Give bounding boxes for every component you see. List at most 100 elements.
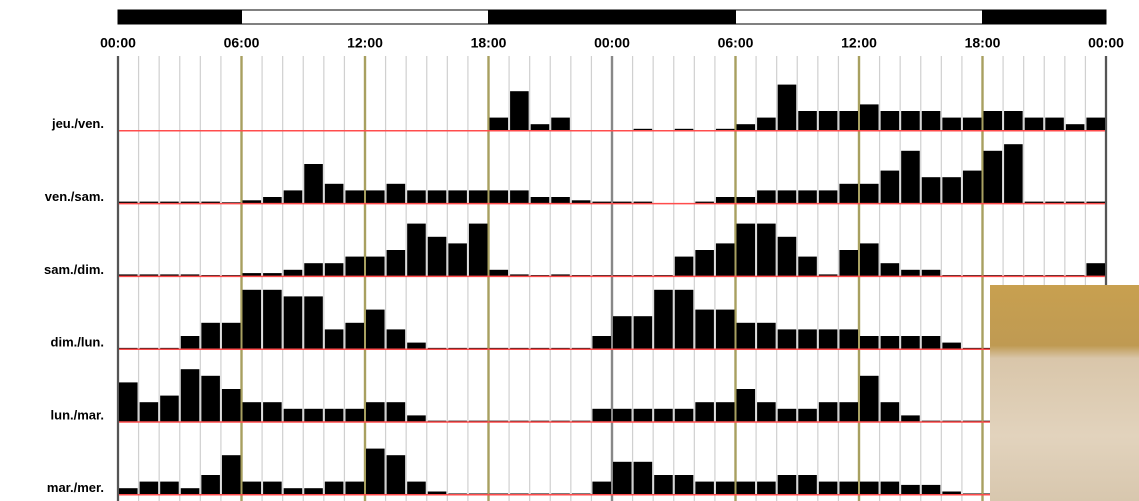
activity-bar — [427, 190, 447, 204]
activity-bar — [283, 408, 303, 422]
activity-bar — [119, 382, 138, 422]
activity-bar — [263, 481, 282, 495]
light-phase — [117, 9, 242, 25]
activity-bar — [901, 415, 920, 422]
activity-bar — [757, 481, 776, 495]
x-tick-label: 12:00 — [841, 35, 877, 51]
activity-bar — [736, 389, 756, 422]
activity-bar — [530, 124, 550, 131]
activity-bar — [695, 481, 714, 495]
activity-bar — [448, 243, 467, 277]
activity-bar — [304, 408, 323, 422]
activity-bar — [530, 197, 550, 204]
activity-bar — [839, 183, 858, 204]
activity-bar — [818, 329, 838, 350]
light-phase — [982, 9, 1107, 25]
row-label: dim./lun. — [51, 335, 104, 350]
light-phase — [241, 9, 489, 25]
activity-bar — [510, 190, 529, 204]
activity-bar — [715, 128, 735, 131]
activity-bar — [324, 263, 344, 277]
activity-bar — [798, 111, 817, 131]
activity-bar — [880, 111, 900, 131]
activity-bar — [1004, 144, 1023, 204]
activity-bar — [674, 289, 694, 350]
activity-bar — [695, 201, 714, 204]
activity-bar — [654, 289, 673, 350]
activity-bar — [736, 124, 756, 131]
activity-bar — [1065, 124, 1085, 131]
activity-bar — [757, 117, 776, 131]
activity-bar — [119, 201, 138, 204]
activity-bar — [1086, 117, 1105, 131]
activity-bar — [654, 475, 673, 495]
activity-bar — [633, 128, 653, 131]
activity-bar — [695, 402, 714, 422]
activity-bar — [283, 269, 303, 277]
activity-bar — [921, 336, 941, 350]
activity-bar — [839, 402, 858, 422]
activity-bar — [283, 190, 303, 204]
activity-bar — [654, 408, 673, 422]
x-tick-label: 00:00 — [1088, 35, 1124, 51]
activity-bar — [839, 250, 858, 277]
activity-bar — [839, 329, 858, 350]
row-label: jeu./ven. — [51, 116, 104, 131]
activity-bar — [427, 236, 447, 277]
row-label: lun./mar. — [51, 407, 104, 422]
x-tick-label: 00:00 — [594, 35, 630, 51]
activity-bar — [798, 329, 817, 350]
activity-bar — [901, 269, 920, 277]
activity-bar — [860, 375, 879, 422]
activity-bar — [386, 183, 406, 204]
activity-bar — [263, 289, 282, 350]
activity-bar — [160, 395, 179, 422]
activity-bar — [880, 402, 900, 422]
activity-bar — [777, 475, 797, 495]
activity-bar — [839, 481, 858, 495]
x-tick-label: 18:00 — [965, 35, 1001, 51]
activity-bar — [304, 263, 323, 277]
activity-bar — [366, 190, 385, 204]
activity-bar — [201, 322, 220, 350]
activity-bar — [427, 491, 447, 495]
activity-bar — [345, 256, 364, 277]
activity-bar — [736, 197, 756, 204]
activity-bar — [386, 455, 406, 495]
activity-bar — [263, 402, 282, 422]
activity-bar — [983, 111, 1003, 131]
activity-bar — [860, 183, 879, 204]
activity-bar — [345, 190, 364, 204]
activity-bar — [1086, 263, 1105, 277]
photo-overlay — [990, 285, 1139, 501]
activity-bar — [180, 369, 200, 422]
row-label: sam./dim. — [44, 262, 104, 277]
activity-bar — [942, 491, 961, 495]
activity-bar — [818, 190, 838, 204]
activity-bar — [674, 256, 694, 277]
activity-bar — [880, 170, 900, 204]
activity-bar — [201, 475, 220, 495]
activity-bar — [1045, 201, 1064, 204]
activity-bar — [798, 408, 817, 422]
activity-bar — [242, 200, 262, 204]
activity-bar — [366, 402, 385, 422]
activity-bar — [139, 201, 159, 204]
activity-bar — [1024, 117, 1044, 131]
activity-bar — [592, 481, 611, 495]
x-tick-label: 06:00 — [718, 35, 754, 51]
activity-bar — [818, 111, 838, 131]
activity-bar — [1086, 201, 1105, 204]
activity-bar — [1004, 111, 1023, 131]
activity-bar — [366, 256, 385, 277]
activity-bar — [592, 201, 611, 204]
activity-bar — [160, 201, 179, 204]
activity-bar — [1045, 117, 1064, 131]
activity-bar — [736, 322, 756, 350]
activity-bar — [860, 243, 879, 277]
activity-bar — [715, 243, 735, 277]
activity-bar — [139, 402, 159, 422]
activity-bar — [304, 296, 323, 350]
activity-bar — [880, 481, 900, 495]
activity-bar — [674, 128, 694, 131]
